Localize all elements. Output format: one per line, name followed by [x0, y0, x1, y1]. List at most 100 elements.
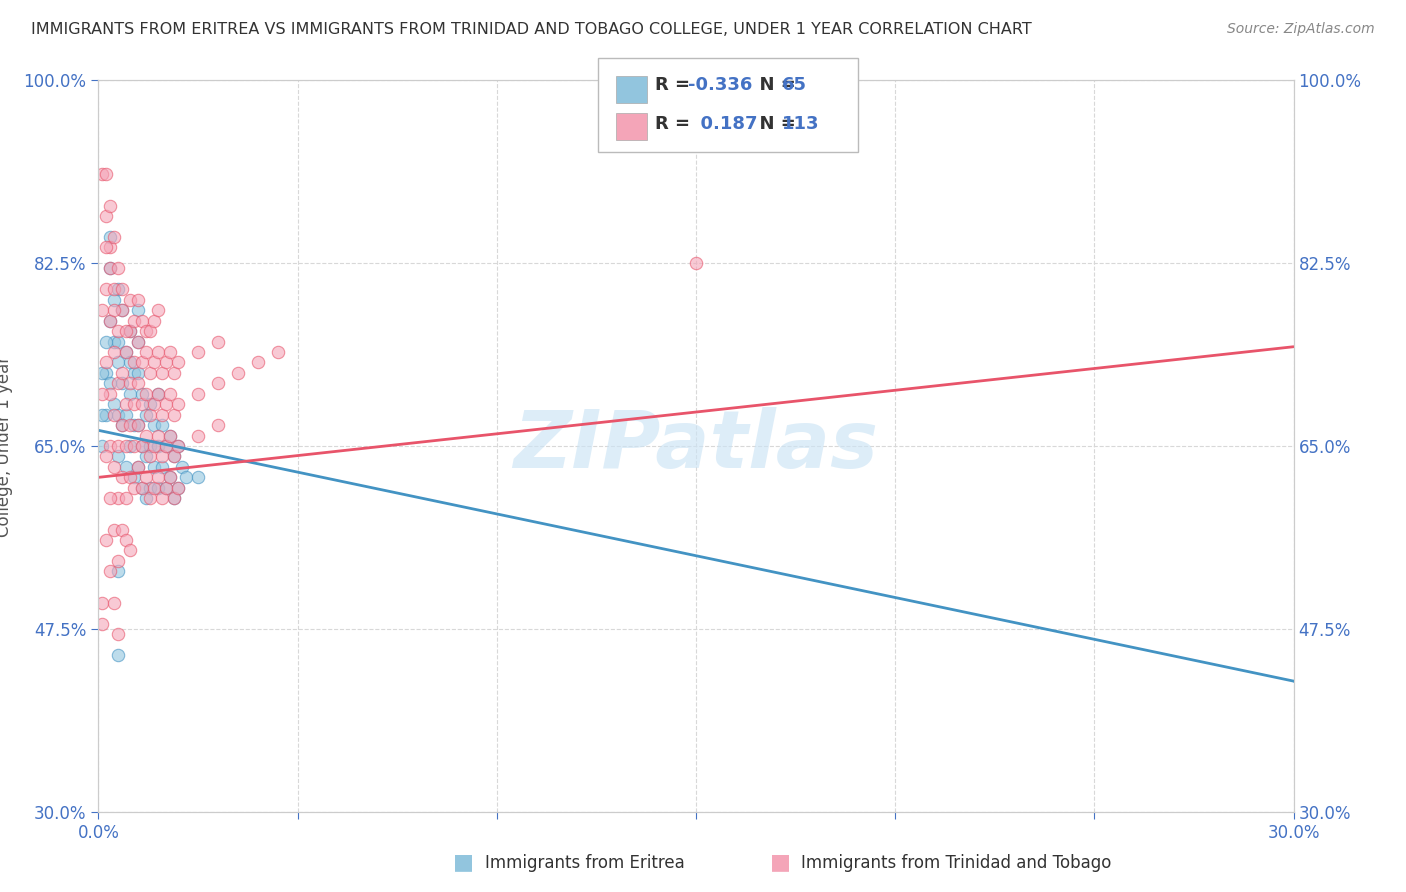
Point [127, 459, 149, 474]
Point [207, 334, 229, 349]
Point [91, 386, 114, 401]
Point [111, 523, 134, 537]
Point [143, 481, 166, 495]
Point [96, 533, 118, 547]
Point [103, 293, 125, 307]
Point [127, 334, 149, 349]
Point [107, 627, 129, 641]
Point [124, 397, 146, 411]
Point [103, 459, 125, 474]
Point [124, 470, 146, 484]
Point [98, 386, 122, 401]
Point [107, 355, 129, 369]
Point [111, 376, 134, 391]
Point [187, 428, 209, 442]
Point [159, 428, 181, 442]
Text: ZIPatlas: ZIPatlas [513, 407, 879, 485]
Point [103, 397, 125, 411]
Point [267, 345, 290, 359]
Text: IMMIGRANTS FROM ERITREA VS IMMIGRANTS FROM TRINIDAD AND TOBAGO COLLEGE, UNDER 1 : IMMIGRANTS FROM ERITREA VS IMMIGRANTS FR… [31, 22, 1032, 37]
Point [111, 366, 134, 380]
Point [120, 324, 142, 338]
Point [98, 240, 122, 254]
Point [148, 428, 170, 442]
Point [96, 209, 118, 223]
Point [167, 439, 190, 453]
Point [98, 313, 122, 327]
Point [148, 345, 170, 359]
Point [155, 481, 177, 495]
Text: 65: 65 [782, 77, 807, 95]
Point [150, 459, 173, 474]
Point [103, 596, 125, 610]
Point [120, 355, 142, 369]
Point [120, 293, 142, 307]
Point [246, 355, 269, 369]
Point [107, 376, 129, 391]
Point [127, 376, 149, 391]
Point [98, 376, 122, 391]
Point [174, 470, 197, 484]
Point [103, 334, 125, 349]
Point [107, 565, 129, 579]
Point [150, 450, 173, 464]
Point [107, 282, 129, 296]
Point [139, 439, 162, 453]
Text: 113: 113 [782, 115, 820, 133]
Point [107, 408, 129, 422]
Point [127, 293, 149, 307]
Point [135, 345, 157, 359]
Point [159, 345, 181, 359]
Point [98, 313, 122, 327]
Text: Immigrants from Trinidad and Tobago: Immigrants from Trinidad and Tobago [801, 855, 1112, 872]
Point [187, 470, 209, 484]
Text: Source: ZipAtlas.com: Source: ZipAtlas.com [1227, 22, 1375, 37]
Point [167, 481, 190, 495]
Point [143, 418, 166, 433]
Point [167, 355, 190, 369]
Point [155, 481, 177, 495]
Point [127, 366, 149, 380]
Point [148, 386, 170, 401]
Point [115, 491, 138, 506]
Point [150, 418, 173, 433]
Point [143, 459, 166, 474]
Point [159, 428, 181, 442]
Point [111, 282, 134, 296]
Point [120, 439, 142, 453]
Point [107, 261, 129, 276]
Point [135, 408, 157, 422]
Point [115, 408, 138, 422]
Point [131, 397, 153, 411]
Point [131, 313, 153, 327]
Point [131, 355, 153, 369]
Point [111, 418, 134, 433]
Point [115, 459, 138, 474]
Point [103, 230, 125, 244]
Point [163, 408, 186, 422]
Point [107, 334, 129, 349]
Point [187, 386, 209, 401]
Point [115, 439, 138, 453]
Point [120, 324, 142, 338]
Point [148, 303, 170, 318]
Point [127, 303, 149, 318]
Point [120, 470, 142, 484]
Point [103, 523, 125, 537]
Text: R =: R = [655, 115, 696, 133]
Point [148, 386, 170, 401]
Point [163, 450, 186, 464]
Point [187, 345, 209, 359]
Point [98, 491, 122, 506]
Point [107, 450, 129, 464]
Point [159, 470, 181, 484]
Point [172, 459, 194, 474]
Point [159, 470, 181, 484]
Point [96, 408, 118, 422]
Point [103, 345, 125, 359]
Point [91, 439, 114, 453]
Point [143, 313, 166, 327]
Point [115, 533, 138, 547]
Point [135, 450, 157, 464]
Text: N =: N = [747, 115, 801, 133]
